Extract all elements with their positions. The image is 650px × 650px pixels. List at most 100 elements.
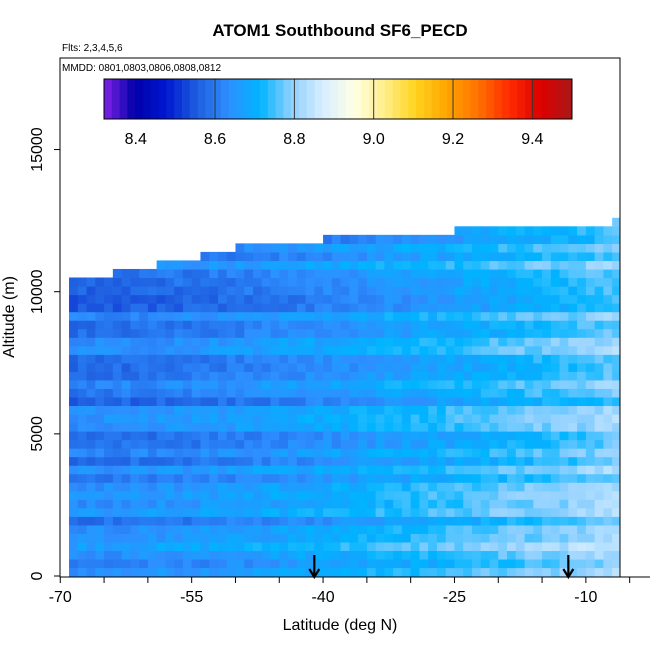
heat-cell (621, 440, 630, 449)
heat-cell (147, 294, 158, 304)
heat-cell (340, 311, 350, 321)
heat-cell (121, 490, 131, 500)
heat-cell (314, 499, 324, 509)
heat-cell (139, 550, 149, 560)
heat-cell (217, 524, 228, 534)
heat-cell (200, 473, 210, 483)
heat-cell (550, 337, 561, 347)
heat-cell (244, 345, 254, 355)
heat-cell (314, 388, 324, 398)
heat-cell (323, 405, 333, 415)
heat-cell (577, 362, 587, 372)
heat-cell (480, 337, 491, 347)
heat-cell (410, 482, 421, 492)
heat-cell (200, 558, 210, 569)
heat-cell (471, 303, 482, 313)
heat-cell (603, 379, 613, 389)
heat-cell (235, 337, 245, 347)
heat-cell (323, 524, 333, 534)
heat-cell (515, 294, 526, 304)
heat-cell (559, 345, 569, 355)
heat-cell (585, 550, 596, 560)
heat-cell (165, 482, 175, 492)
heat-cell (288, 431, 298, 441)
heat-cell (524, 311, 534, 321)
heat-cell (612, 524, 620, 534)
heat-cell (507, 422, 517, 432)
heat-cell (366, 541, 377, 552)
heat-cell (86, 456, 96, 466)
heat-cell (445, 354, 456, 364)
heat-cell (217, 413, 228, 424)
heat-cell (279, 456, 289, 466)
heat-cell (550, 422, 561, 432)
heat-cell (630, 482, 639, 491)
heat-cell (585, 422, 596, 432)
heat-cell (252, 371, 263, 381)
heat-cell (95, 320, 105, 330)
heat-cell (454, 371, 464, 381)
heat-cell (209, 439, 219, 449)
heat-cell (349, 294, 359, 304)
heat-cell (77, 311, 88, 321)
heat-cell (445, 345, 456, 355)
heat-cell (384, 524, 394, 534)
heat-cell (454, 294, 464, 304)
heat-cell (86, 345, 96, 355)
heat-cell (252, 550, 263, 560)
heat-cell (568, 286, 578, 296)
heat-cell (77, 558, 88, 569)
heat-cell (612, 439, 620, 449)
heat-cell (550, 473, 561, 483)
heat-cell (454, 320, 464, 330)
heat-cell (270, 567, 280, 577)
heat-cell (454, 354, 464, 364)
heat-cell (244, 439, 254, 449)
heat-cell (296, 550, 307, 560)
heat-cell (340, 354, 350, 364)
heat-cell (410, 567, 421, 577)
heat-cell (559, 490, 569, 500)
heat-cell (594, 567, 604, 577)
heat-cell (489, 354, 499, 364)
heat-cell (533, 379, 543, 389)
heat-cell (410, 465, 421, 475)
heat-cell (130, 524, 140, 534)
heat-cell (86, 490, 96, 500)
heat-cell (95, 473, 105, 483)
heat-cell (139, 405, 149, 415)
heat-cell (428, 550, 438, 560)
heat-cell (507, 533, 517, 543)
heat-cell (577, 328, 587, 338)
heat-cell (261, 354, 272, 364)
heat-cell (638, 422, 647, 431)
heat-cell (95, 294, 105, 304)
heat-cell (349, 320, 359, 330)
heat-cell (612, 388, 620, 398)
heat-cell (638, 525, 647, 534)
heat-cell (209, 516, 219, 526)
heat-cell (471, 473, 482, 483)
heat-cell (130, 413, 140, 424)
heat-cell (603, 311, 613, 321)
heat-cell (585, 337, 596, 347)
heat-cell (507, 567, 517, 577)
heat-cell (95, 490, 105, 500)
heat-cell (463, 388, 473, 398)
heat-cell (261, 558, 272, 569)
heat-cell (542, 499, 552, 509)
heat-cell (471, 558, 482, 569)
heat-cell (340, 413, 350, 424)
heat-cell (410, 431, 421, 441)
heat-cell (384, 558, 394, 569)
heat-cell (585, 490, 596, 500)
heat-cell (288, 465, 298, 475)
heat-cell (270, 311, 280, 321)
heat-cell (436, 533, 447, 543)
heat-cell (244, 294, 254, 304)
heat-cell (445, 311, 456, 321)
heat-cell (559, 541, 569, 552)
heat-cell (436, 431, 447, 441)
heat-cell (489, 371, 499, 381)
heat-cell (209, 362, 219, 372)
